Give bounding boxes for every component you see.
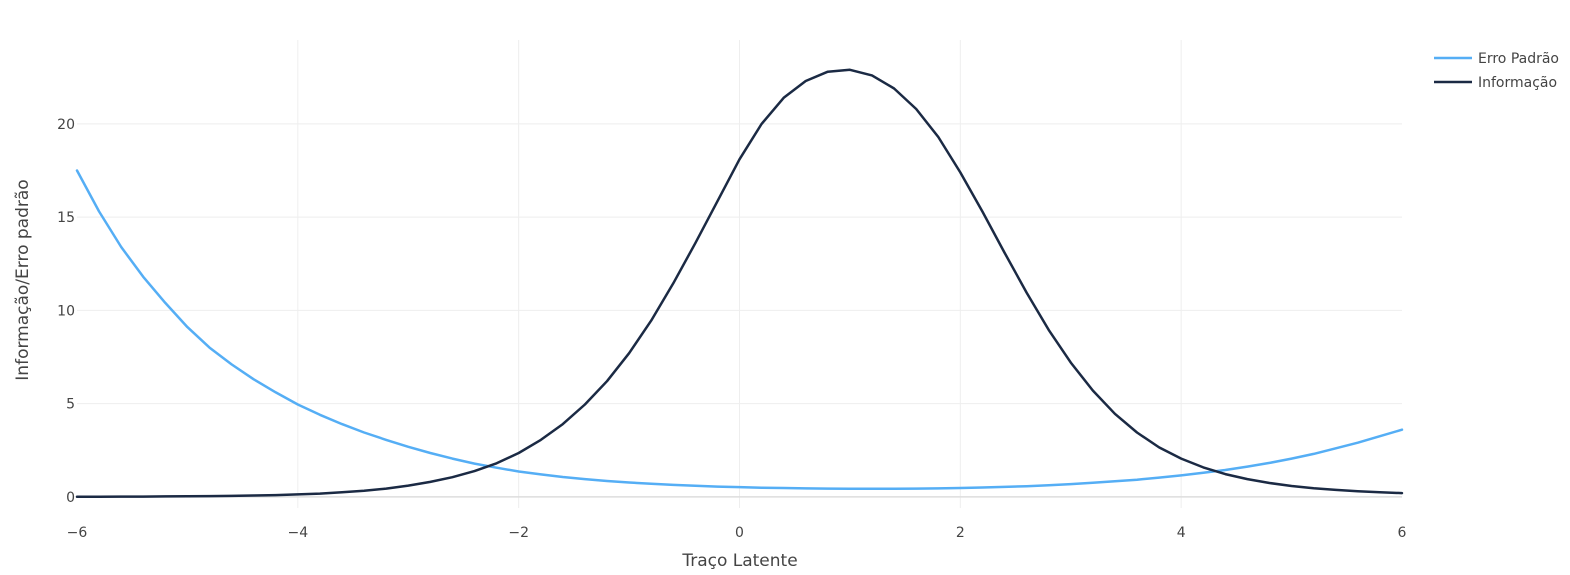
x-tick-label: −6 xyxy=(67,525,88,541)
legend-item-erro-padrao[interactable]: Erro Padrão xyxy=(1434,51,1559,67)
x-tick-label: −2 xyxy=(508,525,529,541)
y-tick-label: 10 xyxy=(57,303,75,319)
y-axis-ticks: 0 5 10 15 20 xyxy=(57,117,75,506)
series-layer xyxy=(75,68,1404,499)
x-tick-label: 2 xyxy=(956,525,965,541)
legend[interactable]: Erro Padrão Informação xyxy=(1434,51,1559,91)
y-axis-title: Informação/Erro padrão xyxy=(13,179,33,380)
x-tick-label: 0 xyxy=(735,525,744,541)
y-tick-label: 20 xyxy=(57,117,75,133)
x-tick-label: 4 xyxy=(1177,525,1186,541)
x-axis-title: Traço Latente xyxy=(681,551,797,571)
x-tick-label: 6 xyxy=(1398,525,1407,541)
y-tick-label: 15 xyxy=(57,210,75,226)
x-axis-ticks: −6 −4 −2 0 2 4 6 xyxy=(67,525,1407,541)
series-line-0 xyxy=(75,169,1404,491)
grid-layer xyxy=(77,40,1402,508)
y-tick-label: 0 xyxy=(66,490,75,506)
y-tick-label: 5 xyxy=(66,397,75,413)
x-tick-label: −4 xyxy=(288,525,309,541)
series-line-1 xyxy=(75,68,1404,499)
legend-label-informacao: Informação xyxy=(1478,75,1557,91)
legend-item-informacao[interactable]: Informação xyxy=(1434,75,1557,91)
legend-label-erro-padrao: Erro Padrão xyxy=(1478,51,1559,67)
